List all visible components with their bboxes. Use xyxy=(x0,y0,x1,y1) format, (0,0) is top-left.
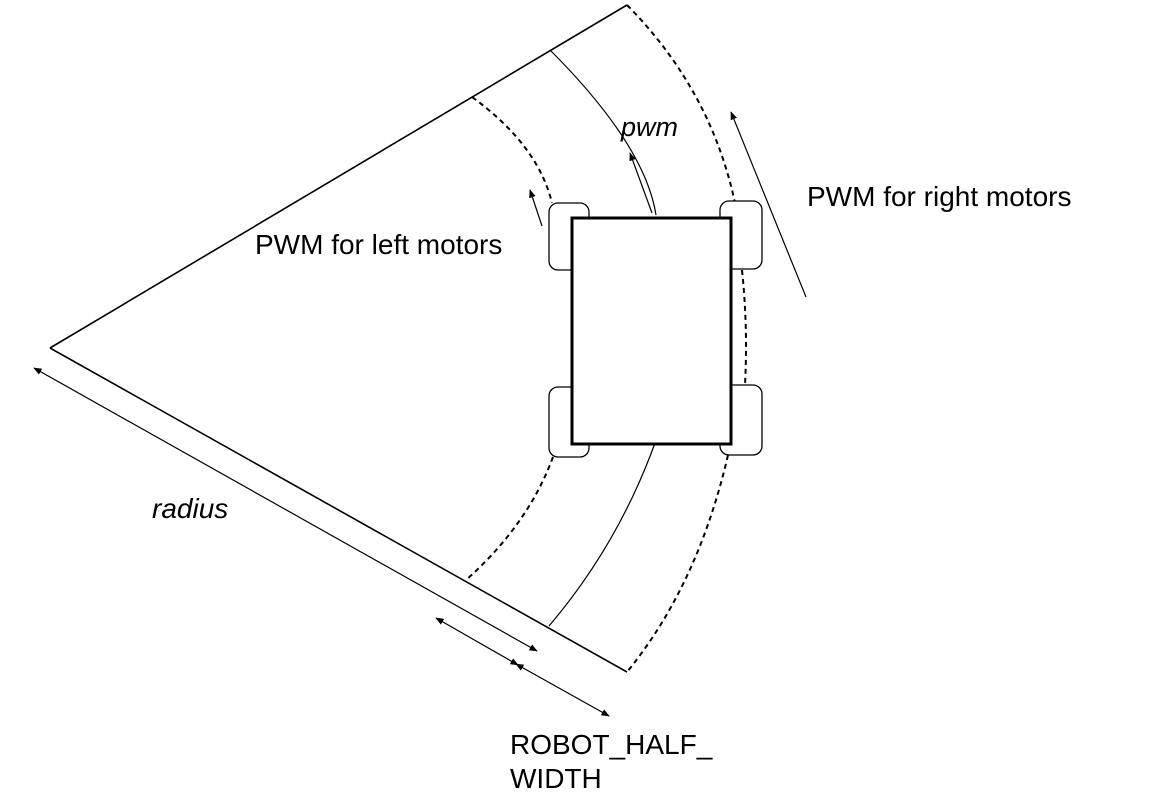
pwm-arrow xyxy=(629,152,653,214)
center-path-arc-bottom xyxy=(548,442,656,627)
pwm-right-motors-label: PWM for right motors xyxy=(807,181,1072,212)
pwm-label: pwm xyxy=(621,112,679,142)
right-wheel-arc-bottom xyxy=(626,454,729,673)
radius-label: radius xyxy=(152,493,229,524)
left-motor-arrow xyxy=(529,189,543,227)
radius-dimension-arrow xyxy=(33,367,538,652)
left-wheel-arc-top xyxy=(471,96,553,204)
right-wheel-arc-top xyxy=(626,4,736,204)
left-wheel-arc-bottom xyxy=(465,456,554,581)
right-motor-arrow xyxy=(730,111,807,298)
sector-top-edge xyxy=(49,4,628,349)
half-width-dimension-arrow-1 xyxy=(435,617,519,666)
center-path-arc-top xyxy=(549,49,657,216)
right-wheel-arc-middle xyxy=(741,269,747,386)
pwm-left-motors-label: PWM for left motors xyxy=(255,229,503,260)
robot-half-width-label: ROBOT_HALF_ WIDTH xyxy=(510,729,713,794)
half-width-dimension-arrow-2 xyxy=(515,663,610,717)
sector-bottom-edge xyxy=(49,347,628,673)
robot-body xyxy=(570,216,733,446)
